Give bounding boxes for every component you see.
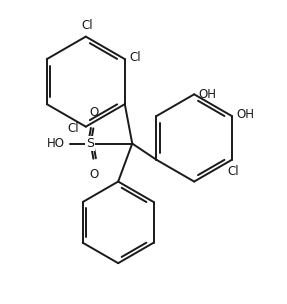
Text: Cl: Cl: [228, 165, 239, 178]
Text: O: O: [90, 106, 99, 119]
Text: Cl: Cl: [82, 19, 93, 32]
Text: HO: HO: [47, 137, 65, 150]
Text: S: S: [86, 137, 94, 150]
Text: Cl: Cl: [130, 51, 141, 64]
Text: OH: OH: [198, 88, 216, 101]
Text: O: O: [90, 168, 99, 181]
Text: Cl: Cl: [67, 122, 79, 135]
Text: OH: OH: [236, 108, 254, 121]
